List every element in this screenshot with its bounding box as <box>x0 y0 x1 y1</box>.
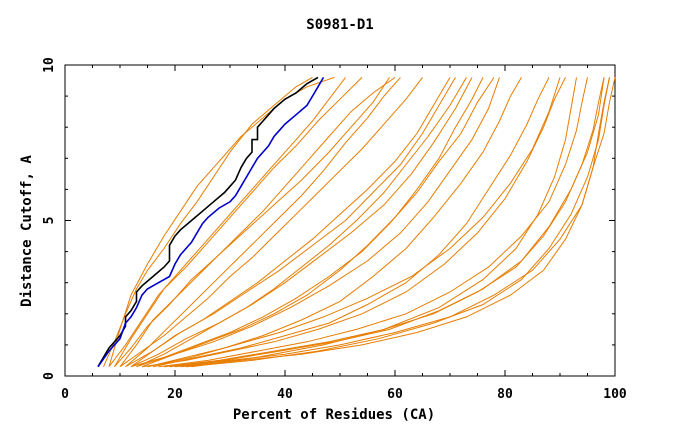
series-line-bg-24 <box>169 77 605 368</box>
axis-ticks <box>64 64 616 377</box>
series-line-bg-14 <box>158 77 588 368</box>
y-tick-label: 0 <box>42 372 57 380</box>
series-line-bg-06 <box>119 77 423 368</box>
series-line-model-black <box>97 76 319 368</box>
series-line-bg-13 <box>141 77 566 368</box>
y-tick-label: 5 <box>42 217 57 225</box>
plot-area <box>64 64 616 377</box>
y-tick-labels: 0 5 10 <box>42 57 57 380</box>
x-tick-label: 20 <box>167 387 183 402</box>
y-axis-label: Distance Cutoff, A <box>19 155 35 307</box>
series-line-bg-18 <box>185 77 610 368</box>
x-tick-label: 40 <box>277 387 293 402</box>
series-line-bg-20 <box>125 77 456 368</box>
x-tick-labels: 0 20 40 60 80 100 <box>61 387 627 402</box>
series-line-bg-05 <box>125 77 401 368</box>
series-line-bg-21 <box>136 77 500 368</box>
series-line-bg-23 <box>108 77 346 368</box>
chart-title: S0981-D1 <box>306 17 373 33</box>
series-line-bg-25 <box>130 77 473 368</box>
series-line-bg-12 <box>152 77 550 368</box>
series-line-bg-01 <box>108 76 335 367</box>
x-tick-label: 0 <box>61 387 69 402</box>
x-tick-label: 60 <box>387 387 403 402</box>
series-line-bg-02 <box>103 76 313 367</box>
x-tick-label: 100 <box>603 387 627 402</box>
series-line-bg-17 <box>180 77 616 368</box>
x-tick-label: 80 <box>497 387 513 402</box>
series-line-bg-22 <box>147 77 561 368</box>
series-line-bg-10 <box>130 77 495 368</box>
series-line-bg-03 <box>114 77 363 367</box>
series-line-bg-26 <box>191 77 577 368</box>
series-line-bg-15 <box>163 77 605 368</box>
series-line-bg-04 <box>119 76 396 368</box>
y-tick-label: 10 <box>42 57 57 73</box>
x-axis-label: Percent of Residues (CA) <box>233 407 435 423</box>
series-line-bg-19 <box>114 77 390 368</box>
series-line-model-blue <box>97 76 325 368</box>
series-line-bg-08 <box>136 77 467 368</box>
series-line-bg-16 <box>174 77 610 368</box>
